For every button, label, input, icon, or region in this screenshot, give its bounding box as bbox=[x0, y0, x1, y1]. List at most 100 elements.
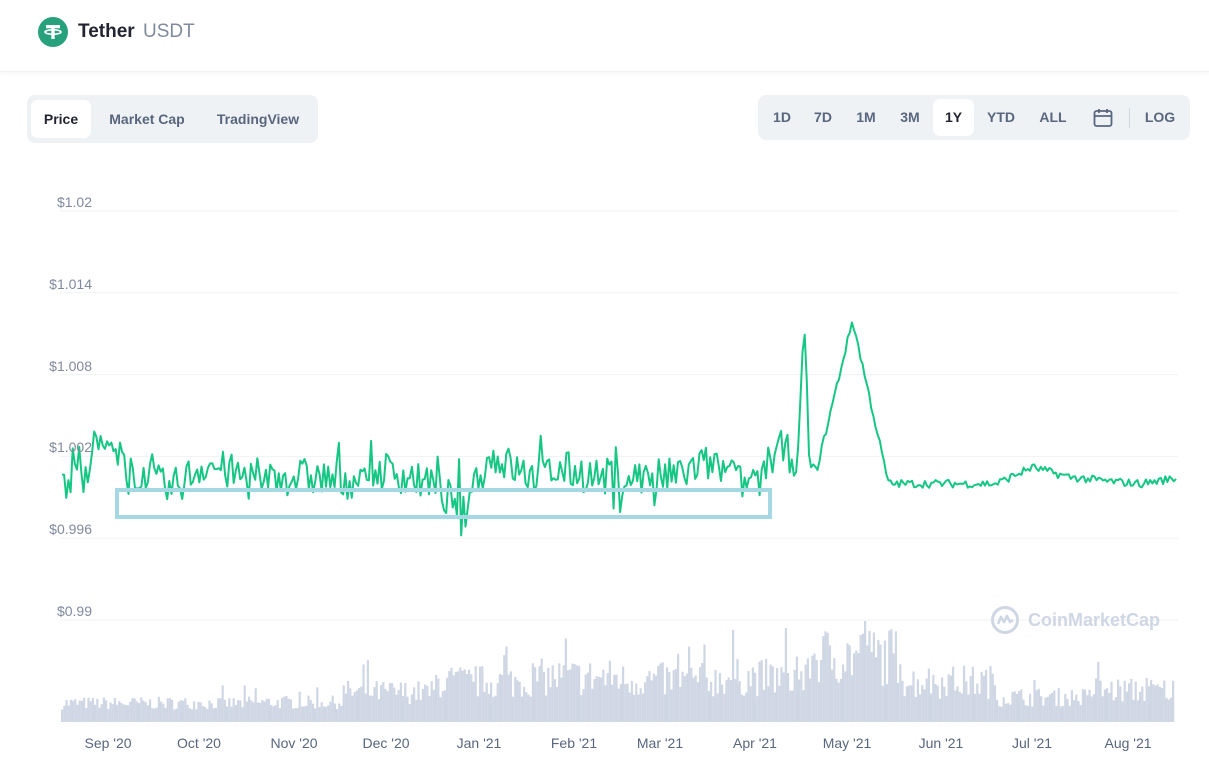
coinmarketcap-logo-icon bbox=[991, 606, 1019, 634]
x-tick-label: Feb '21 bbox=[550, 735, 598, 751]
volume-bar bbox=[399, 682, 402, 722]
volume-bar bbox=[996, 699, 999, 722]
volume-bar bbox=[628, 692, 631, 722]
volume-bar bbox=[795, 656, 798, 722]
volume-bar bbox=[1163, 680, 1166, 722]
volume-bar bbox=[133, 698, 136, 722]
volume-bar bbox=[419, 699, 422, 722]
volume-bar bbox=[263, 701, 266, 722]
volume-bar bbox=[573, 664, 576, 722]
volume-bar bbox=[366, 660, 369, 722]
volume-bar bbox=[232, 698, 235, 722]
volume-bar bbox=[91, 697, 94, 722]
volume-bar bbox=[520, 696, 523, 722]
volume-bar bbox=[278, 708, 281, 722]
range-ytd[interactable]: YTD bbox=[987, 109, 1015, 125]
volume-bar bbox=[1106, 688, 1109, 722]
range-3m[interactable]: 3M bbox=[900, 109, 920, 125]
volume-bar bbox=[252, 702, 255, 722]
volume-bar bbox=[655, 675, 658, 722]
volume-bar bbox=[85, 708, 88, 722]
volume-bar bbox=[800, 671, 803, 722]
tab-tradingview[interactable]: TradingView bbox=[216, 111, 300, 127]
calendar-icon[interactable] bbox=[1092, 107, 1114, 129]
volume-bar bbox=[107, 708, 110, 722]
range-1m[interactable]: 1M bbox=[856, 109, 876, 125]
volume-bar bbox=[584, 674, 587, 722]
volume-bar bbox=[916, 679, 919, 722]
range-1y[interactable]: 1Y bbox=[933, 99, 974, 136]
volume-bar bbox=[221, 685, 224, 722]
volume-bar bbox=[380, 684, 383, 722]
volume-bar bbox=[989, 666, 992, 722]
volume-bar bbox=[248, 696, 251, 722]
volume-bar bbox=[952, 666, 955, 722]
range-7d[interactable]: 7D bbox=[814, 109, 832, 125]
volume-bar bbox=[100, 704, 103, 722]
volume-bar bbox=[131, 698, 134, 722]
volume-bar bbox=[848, 645, 851, 722]
volume-bar bbox=[1055, 705, 1058, 722]
volume-bar bbox=[199, 702, 202, 722]
volume-bar bbox=[193, 701, 196, 722]
volume-bar bbox=[875, 657, 878, 722]
volume-bar bbox=[250, 700, 253, 722]
volume-bar bbox=[69, 699, 72, 722]
volume-bar bbox=[461, 670, 464, 722]
volume-bar bbox=[1033, 680, 1036, 722]
volume-bar bbox=[1062, 705, 1065, 722]
volume-bar bbox=[842, 664, 845, 722]
volume-bar bbox=[234, 705, 237, 722]
volume-bar bbox=[1145, 678, 1148, 722]
volume-bar bbox=[826, 632, 829, 722]
volume-bar bbox=[725, 680, 728, 722]
volume-bar bbox=[160, 701, 163, 722]
volume-bar bbox=[151, 708, 154, 722]
range-1d[interactable]: 1D bbox=[773, 109, 791, 125]
volume-bar bbox=[1095, 678, 1098, 722]
volume-bar bbox=[694, 675, 697, 722]
tab-price[interactable]: Price bbox=[31, 100, 91, 138]
volume-bar bbox=[600, 677, 603, 722]
volume-bar bbox=[925, 678, 928, 722]
volume-bar bbox=[364, 693, 367, 722]
volume-bar bbox=[303, 706, 306, 722]
volume-bar bbox=[547, 667, 550, 722]
volume-bar bbox=[1136, 700, 1139, 722]
volume-bar bbox=[894, 631, 897, 722]
volume-bar bbox=[762, 689, 765, 722]
volume-bar bbox=[705, 677, 708, 722]
volume-bar bbox=[1002, 697, 1005, 722]
y-tick-label: $1.014 bbox=[49, 275, 92, 292]
volume-bar bbox=[287, 698, 290, 722]
volume-bar bbox=[1154, 685, 1157, 722]
volume-bar bbox=[1112, 700, 1115, 722]
volume-bar bbox=[710, 682, 713, 722]
volume-bar bbox=[177, 701, 180, 722]
volume-bar bbox=[320, 702, 323, 722]
volume-bar bbox=[1139, 691, 1142, 722]
volume-bar bbox=[652, 673, 655, 722]
volume-bar bbox=[677, 653, 680, 722]
tab-market-cap[interactable]: Market Cap bbox=[109, 111, 185, 127]
volume-bar bbox=[575, 665, 578, 722]
volume-bar bbox=[624, 684, 627, 722]
range-all[interactable]: ALL bbox=[1039, 109, 1067, 125]
volume-bar bbox=[723, 693, 726, 722]
volume-bar bbox=[230, 706, 233, 722]
volume-bar bbox=[958, 692, 961, 722]
volume-bar bbox=[417, 681, 420, 722]
volume-bar bbox=[120, 703, 123, 722]
volume-bar bbox=[661, 662, 664, 722]
volume-bar bbox=[140, 697, 143, 722]
log-scale-toggle[interactable]: LOG bbox=[1144, 109, 1176, 125]
y-tick-label: $1.008 bbox=[49, 357, 92, 374]
volume-bar bbox=[404, 683, 407, 722]
volume-bar bbox=[428, 696, 431, 722]
volume-bar bbox=[560, 677, 563, 722]
volume-bar bbox=[371, 695, 374, 722]
volume-bar bbox=[589, 663, 592, 722]
volume-bar bbox=[1057, 688, 1060, 722]
volume-bar bbox=[765, 658, 768, 722]
